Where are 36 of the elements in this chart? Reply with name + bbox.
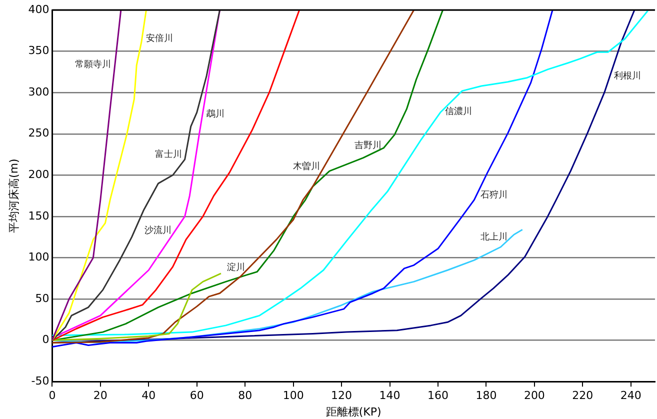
annotation: 信濃川 <box>445 106 472 117</box>
y-tick-label: 400 <box>28 2 50 16</box>
y-tick-label: 100 <box>28 250 50 264</box>
annotation: 利根川 <box>614 70 641 82</box>
y-tick-label: -50 <box>31 374 50 388</box>
y-tick-label: 50 <box>35 292 50 305</box>
annotation: 富士川 <box>154 148 182 160</box>
y-tick-label: 250 <box>28 126 50 140</box>
x-tick-label: 160 <box>427 389 448 402</box>
x-tick-label: 120 <box>331 389 352 402</box>
annotation: 淀川 <box>227 262 246 273</box>
x-tick-label: 180 <box>476 389 497 402</box>
y-tick-label: 150 <box>28 209 50 222</box>
x-tick-label: 80 <box>238 389 252 402</box>
y-tick-label: 350 <box>28 44 50 58</box>
annotation: 吉野川 <box>354 140 382 151</box>
annotation: 木曽川 <box>292 161 320 172</box>
annotation: 石狩川 <box>480 189 508 200</box>
annotation: 北上川 <box>480 231 508 242</box>
x-tick-label: 200 <box>524 389 545 402</box>
y-axis-title: 平均河床高(m) <box>7 158 20 233</box>
annotation: 沙流川 <box>144 224 172 236</box>
y-tick-label: 0 <box>42 333 50 346</box>
y-tick-label: 200 <box>28 168 50 182</box>
x-tick-label: 140 <box>379 389 400 402</box>
x-tick-label: 40 <box>142 389 156 402</box>
x-tick-label: 60 <box>190 389 204 402</box>
y-tick-label: 300 <box>28 85 50 98</box>
annotation: 鵡川 <box>206 108 225 120</box>
x-tick-label: 220 <box>572 389 594 402</box>
x-tick-label: 20 <box>93 389 108 402</box>
x-tick-label: 100 <box>282 389 304 402</box>
annotation: 安倍川 <box>146 33 174 44</box>
annotation: 常願寺川 <box>74 58 111 70</box>
x-axis-title: 距離標(KP) <box>326 405 382 418</box>
x-tick-label: 240 <box>620 389 642 402</box>
